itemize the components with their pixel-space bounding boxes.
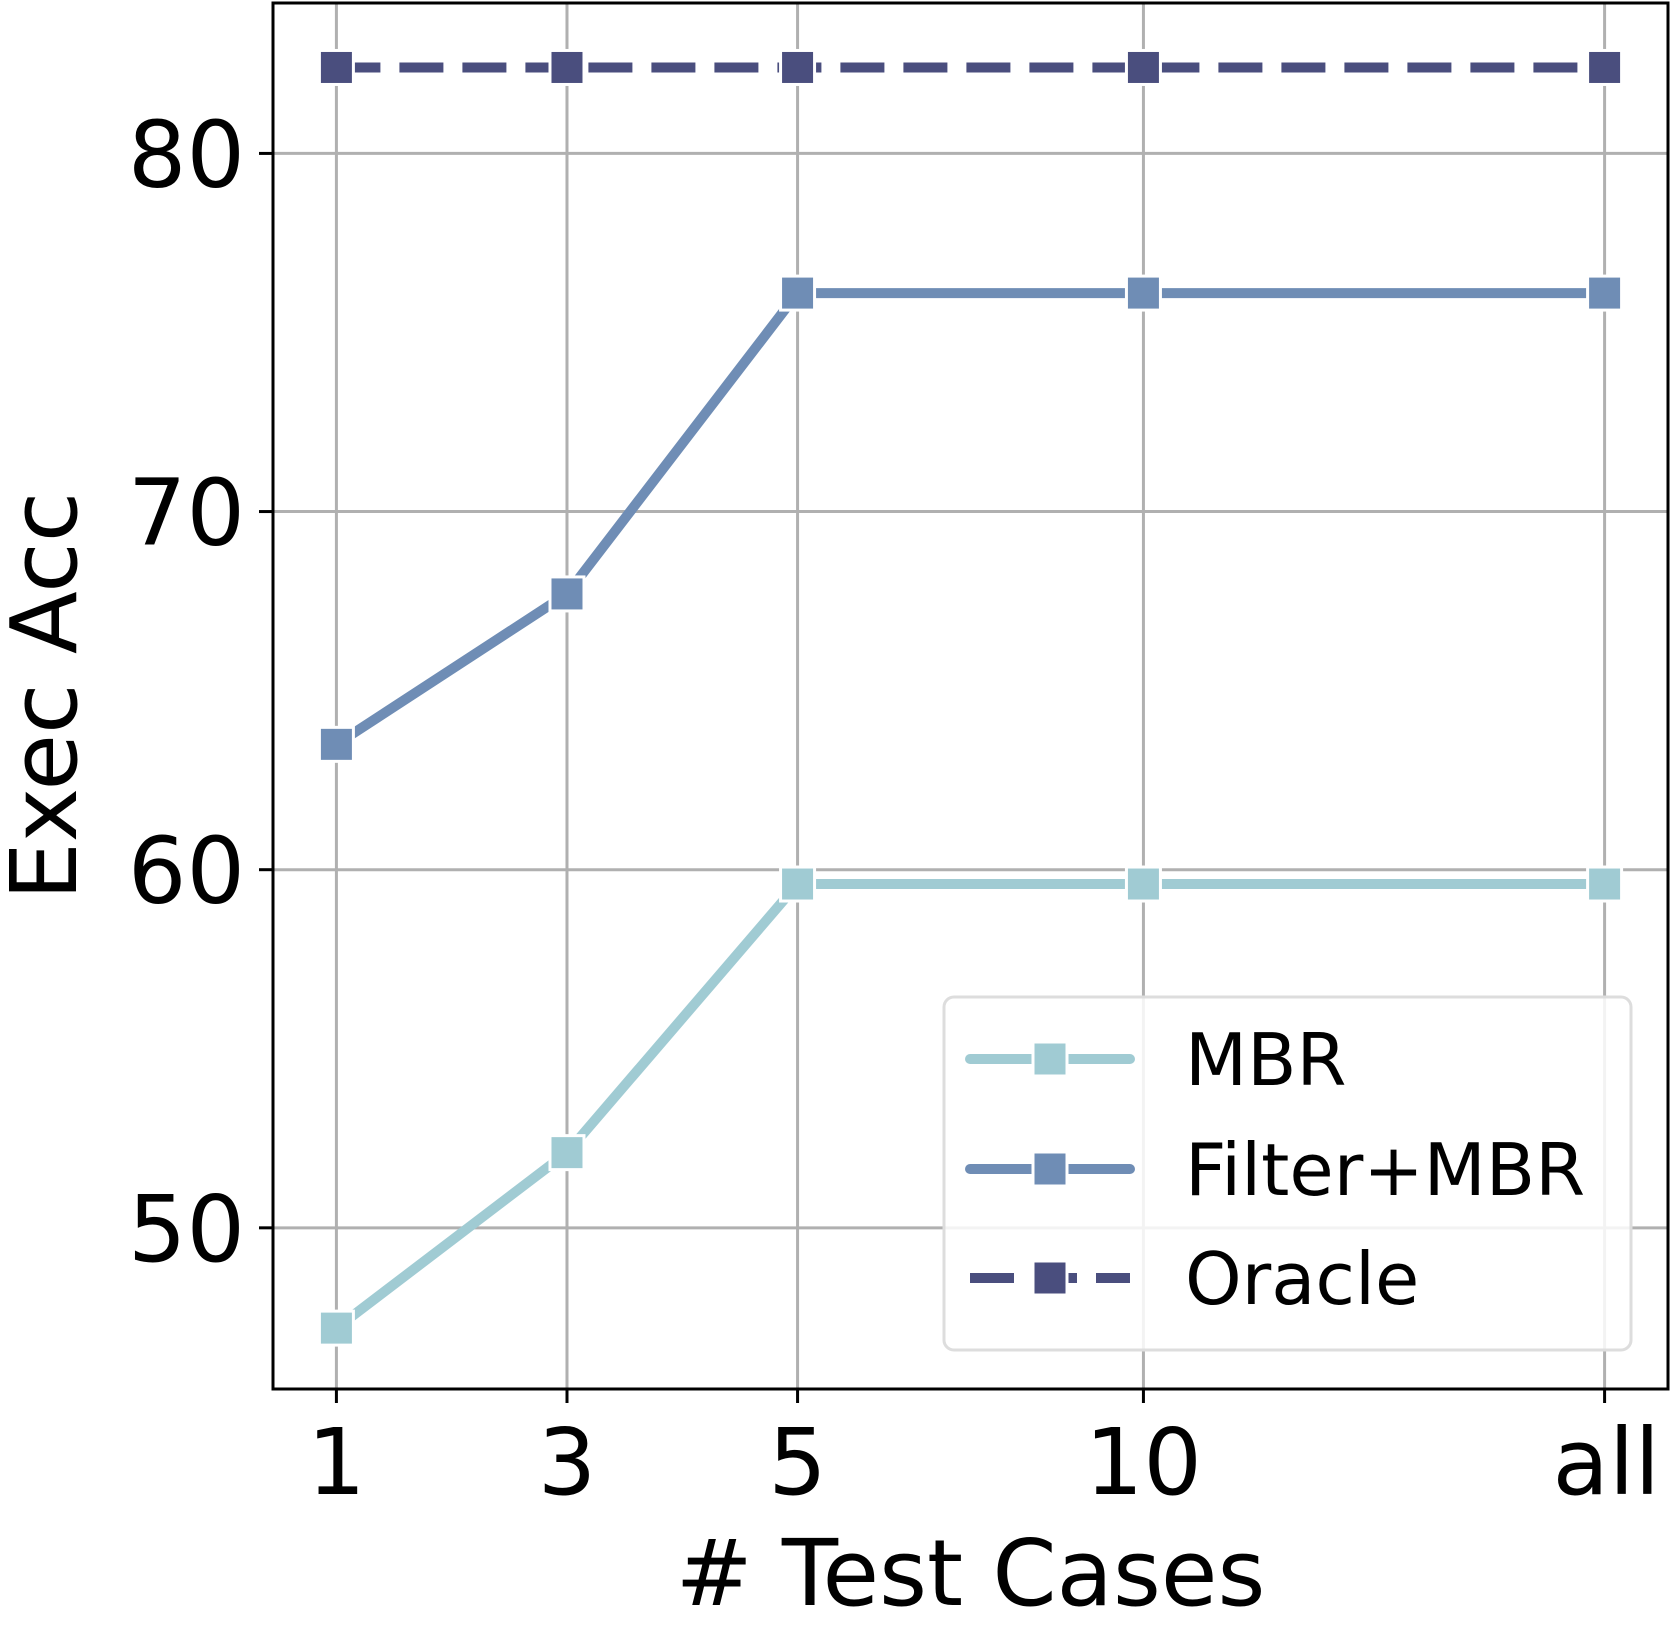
y-tick-label: 50 — [128, 1176, 245, 1283]
series-oracle — [317, 48, 1624, 86]
data-point — [548, 1134, 586, 1172]
x-axis-title: # Test Cases — [676, 1520, 1266, 1627]
series-line — [331, 288, 1610, 750]
data-point — [779, 274, 817, 312]
data-point — [548, 48, 586, 86]
data-point — [1586, 48, 1624, 86]
series-mbr — [317, 865, 1624, 1347]
data-point — [779, 865, 817, 903]
data-point — [1586, 865, 1624, 903]
y-tick-label: 70 — [128, 460, 245, 567]
data-point — [548, 575, 586, 613]
data-point — [1124, 274, 1162, 312]
y-axis: 50 60 70 80 — [128, 101, 273, 1283]
x-tick-label: 3 — [538, 1409, 597, 1516]
data-point — [779, 48, 817, 86]
legend-label: MBR — [1185, 1018, 1347, 1102]
data-point — [1586, 274, 1624, 312]
series-layer — [317, 48, 1624, 1347]
legend-swatch-marker — [1031, 1150, 1069, 1188]
legend-swatch-marker — [1031, 1040, 1069, 1078]
y-tick-label: 80 — [128, 101, 245, 208]
y-tick-label: 60 — [128, 818, 245, 925]
legend-item: MBR — [965, 1018, 1347, 1102]
data-point — [317, 725, 355, 763]
x-axis: 1 3 5 10 all — [307, 1389, 1660, 1516]
data-point — [1124, 48, 1162, 86]
legend-box — [942, 995, 1633, 1352]
data-point — [1124, 865, 1162, 903]
legend-item: Filter+MBR — [965, 1128, 1585, 1212]
y-axis-title: Exec Acc — [0, 492, 98, 901]
grid — [273, 3, 1668, 1389]
legend: MBR Filter+MBR Oracle — [942, 995, 1633, 1352]
series-filter-mbr — [317, 274, 1624, 763]
legend-item: Oracle — [970, 1237, 1419, 1321]
x-tick-label: all — [1553, 1409, 1661, 1516]
data-point — [317, 48, 355, 86]
x-tick-label: 10 — [1085, 1409, 1202, 1516]
x-tick-label: 5 — [768, 1409, 827, 1516]
legend-label: Filter+MBR — [1185, 1128, 1585, 1212]
plot-frame — [271, 1, 1670, 1391]
legend-label: Oracle — [1185, 1237, 1419, 1321]
data-point — [317, 1309, 355, 1347]
x-tick-label: 1 — [307, 1409, 366, 1516]
legend-swatch-marker — [1031, 1259, 1069, 1297]
